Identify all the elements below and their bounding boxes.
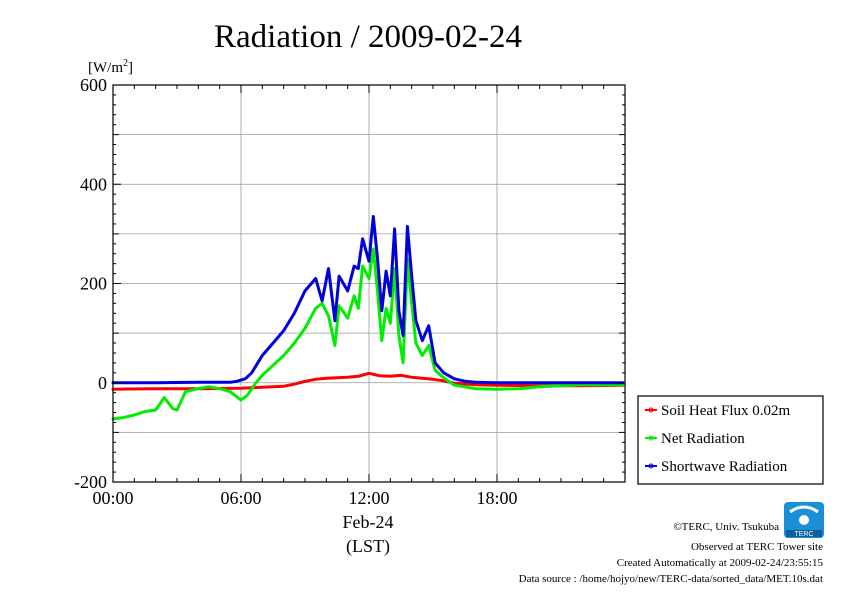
x-tick-label: 00:00	[92, 488, 133, 508]
y-axis-label-close: ]	[128, 60, 133, 76]
x-tick-label: 12:00	[348, 488, 389, 508]
axis-ticks: -200 0 200 400 600 00:00 06:00 12:00 18:00	[74, 75, 626, 508]
x-axis-date-label: Feb-24	[343, 512, 394, 532]
legend-marker	[648, 407, 654, 413]
series-line-3	[111, 215, 625, 385]
y-axis-label-superscript: 2	[123, 58, 128, 69]
legend-marker	[648, 463, 654, 469]
terc-logo-text: TERC	[794, 531, 813, 538]
series-line-2	[111, 247, 625, 421]
legend-label: Soil Heat Flux 0.02m	[661, 403, 791, 419]
y-tick-label: 200	[80, 274, 107, 294]
copyright-text: ©TERC, Univ. Tsukuba	[673, 521, 779, 533]
legend-box	[637, 395, 824, 485]
y-tick-label: 600	[80, 75, 107, 95]
y-tick-label: 400	[80, 174, 107, 194]
legend-marker	[648, 435, 654, 441]
y-axis-label: [W/m2]	[88, 58, 133, 76]
terc-logo: TERC	[784, 502, 824, 538]
x-tick-label: 06:00	[220, 488, 261, 508]
x-axis-unit-label: (LST)	[346, 536, 390, 557]
created-text: Created Automatically at 2009-02-24/23:5…	[617, 557, 824, 569]
legend-label: Net Radiation	[661, 431, 745, 447]
legend: Soil Heat Flux 0.02m Net Radiation Shortwa…	[637, 395, 824, 485]
chart-title: Radiation / 2009-02-24	[214, 19, 522, 55]
y-tick-label: 0	[98, 373, 107, 393]
series-layer	[111, 215, 625, 421]
x-tick-label: 18:00	[476, 488, 517, 508]
site-text: Observed at TERC Tower site	[691, 541, 823, 553]
series-line-1	[111, 371, 625, 391]
legend-label: Shortwave Radiation	[661, 459, 788, 475]
y-tick-label: -200	[74, 472, 107, 492]
y-axis-label-text: [W/m	[88, 60, 123, 76]
data-source-text: Data source : /home/hojyo/new/TERC-data/…	[519, 573, 823, 585]
grid-lines	[113, 85, 625, 482]
